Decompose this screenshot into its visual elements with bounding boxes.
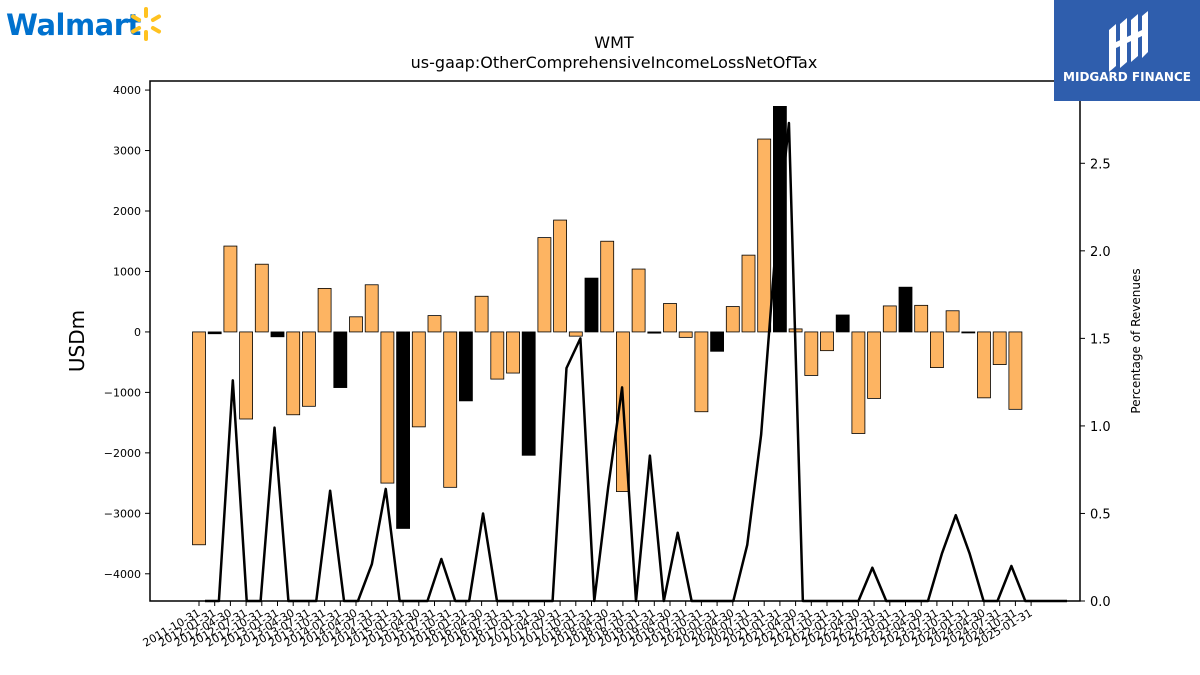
y-tick-label: 0 <box>134 326 141 339</box>
bar <box>537 237 552 333</box>
y-axis-label: USDm <box>65 310 89 372</box>
bar <box>443 331 458 488</box>
bar <box>333 331 348 388</box>
y-tick-label: 4000 <box>113 84 141 97</box>
bar <box>349 316 363 333</box>
y-tick-label: −1000 <box>104 386 141 399</box>
y-tick-label: −3000 <box>104 507 141 520</box>
bar <box>301 331 316 407</box>
bar <box>678 331 693 338</box>
bar <box>741 254 756 333</box>
y-tick-label: 2000 <box>113 205 141 218</box>
midgard-logo-text: MIDGARD FINANCE <box>1063 70 1191 84</box>
midgard-emblem-icon <box>1109 11 1148 72</box>
bar <box>317 287 332 333</box>
bar <box>521 331 536 456</box>
walmart-logo: Walmart <box>6 7 161 42</box>
y2-tick-label: 1.5 <box>1090 332 1111 347</box>
y2-tick-label: 1.0 <box>1090 420 1111 435</box>
bar <box>647 331 662 334</box>
bar <box>757 138 772 333</box>
bar <box>663 303 677 333</box>
bars-layer <box>192 106 1023 546</box>
bar <box>961 331 976 334</box>
ticks-layer: −4000 −3000 −2000 −1000 0 1000 2000 3000 4000 0.0… <box>104 84 1111 649</box>
bar <box>804 331 819 376</box>
y2-tick-label: 0.0 <box>1090 595 1111 610</box>
bar <box>506 331 520 374</box>
bar <box>192 331 206 546</box>
y2-axis-label: Percentage of Revenues <box>1129 268 1143 413</box>
bar <box>474 295 489 333</box>
chart-subtitle: us-gaap:OtherComprehensiveIncomeLossNetO… <box>411 53 818 72</box>
bar <box>553 219 567 333</box>
bar <box>396 331 411 529</box>
plot-frame <box>149 80 1081 602</box>
walmart-spark-icon <box>131 7 161 41</box>
bar <box>725 306 740 333</box>
y-tick-label: 3000 <box>113 145 141 158</box>
bar <box>223 245 238 333</box>
y2-tick-label: 2.0 <box>1090 245 1111 260</box>
bar <box>914 304 929 333</box>
y-tick-label: −4000 <box>104 568 141 581</box>
chart-title: WMT <box>594 33 634 52</box>
bar <box>835 314 850 333</box>
bar <box>207 331 222 335</box>
bar <box>631 268 646 333</box>
bar <box>930 331 944 368</box>
bar <box>710 331 724 352</box>
bar <box>364 284 379 333</box>
bar <box>992 331 1007 365</box>
bar <box>270 331 285 338</box>
bar <box>820 331 834 352</box>
bar <box>239 331 254 420</box>
bar <box>882 305 897 333</box>
bar <box>458 331 473 402</box>
bar <box>490 331 505 380</box>
bar <box>411 331 426 428</box>
bar <box>584 277 599 333</box>
midgard-finance-logo: MIDGARD FINANCE <box>1054 0 1200 101</box>
bar <box>427 315 442 333</box>
bar <box>568 331 583 337</box>
bar <box>867 331 881 399</box>
y2-tick-label: 2.5 <box>1090 157 1111 172</box>
y-tick-label: 1000 <box>113 265 141 278</box>
axes-layer <box>149 80 1081 602</box>
bar <box>851 331 866 434</box>
bar <box>286 331 301 416</box>
bar <box>977 331 991 399</box>
bar <box>380 331 395 484</box>
bar <box>694 331 709 413</box>
bar <box>945 310 960 333</box>
y2-tick-label: 0.5 <box>1090 507 1111 522</box>
bar <box>898 286 913 333</box>
y-tick-label: −2000 <box>104 447 141 460</box>
bar <box>600 240 615 333</box>
walmart-logo-text: Walmart <box>6 8 142 42</box>
bar <box>1008 331 1023 410</box>
bar <box>254 263 269 333</box>
